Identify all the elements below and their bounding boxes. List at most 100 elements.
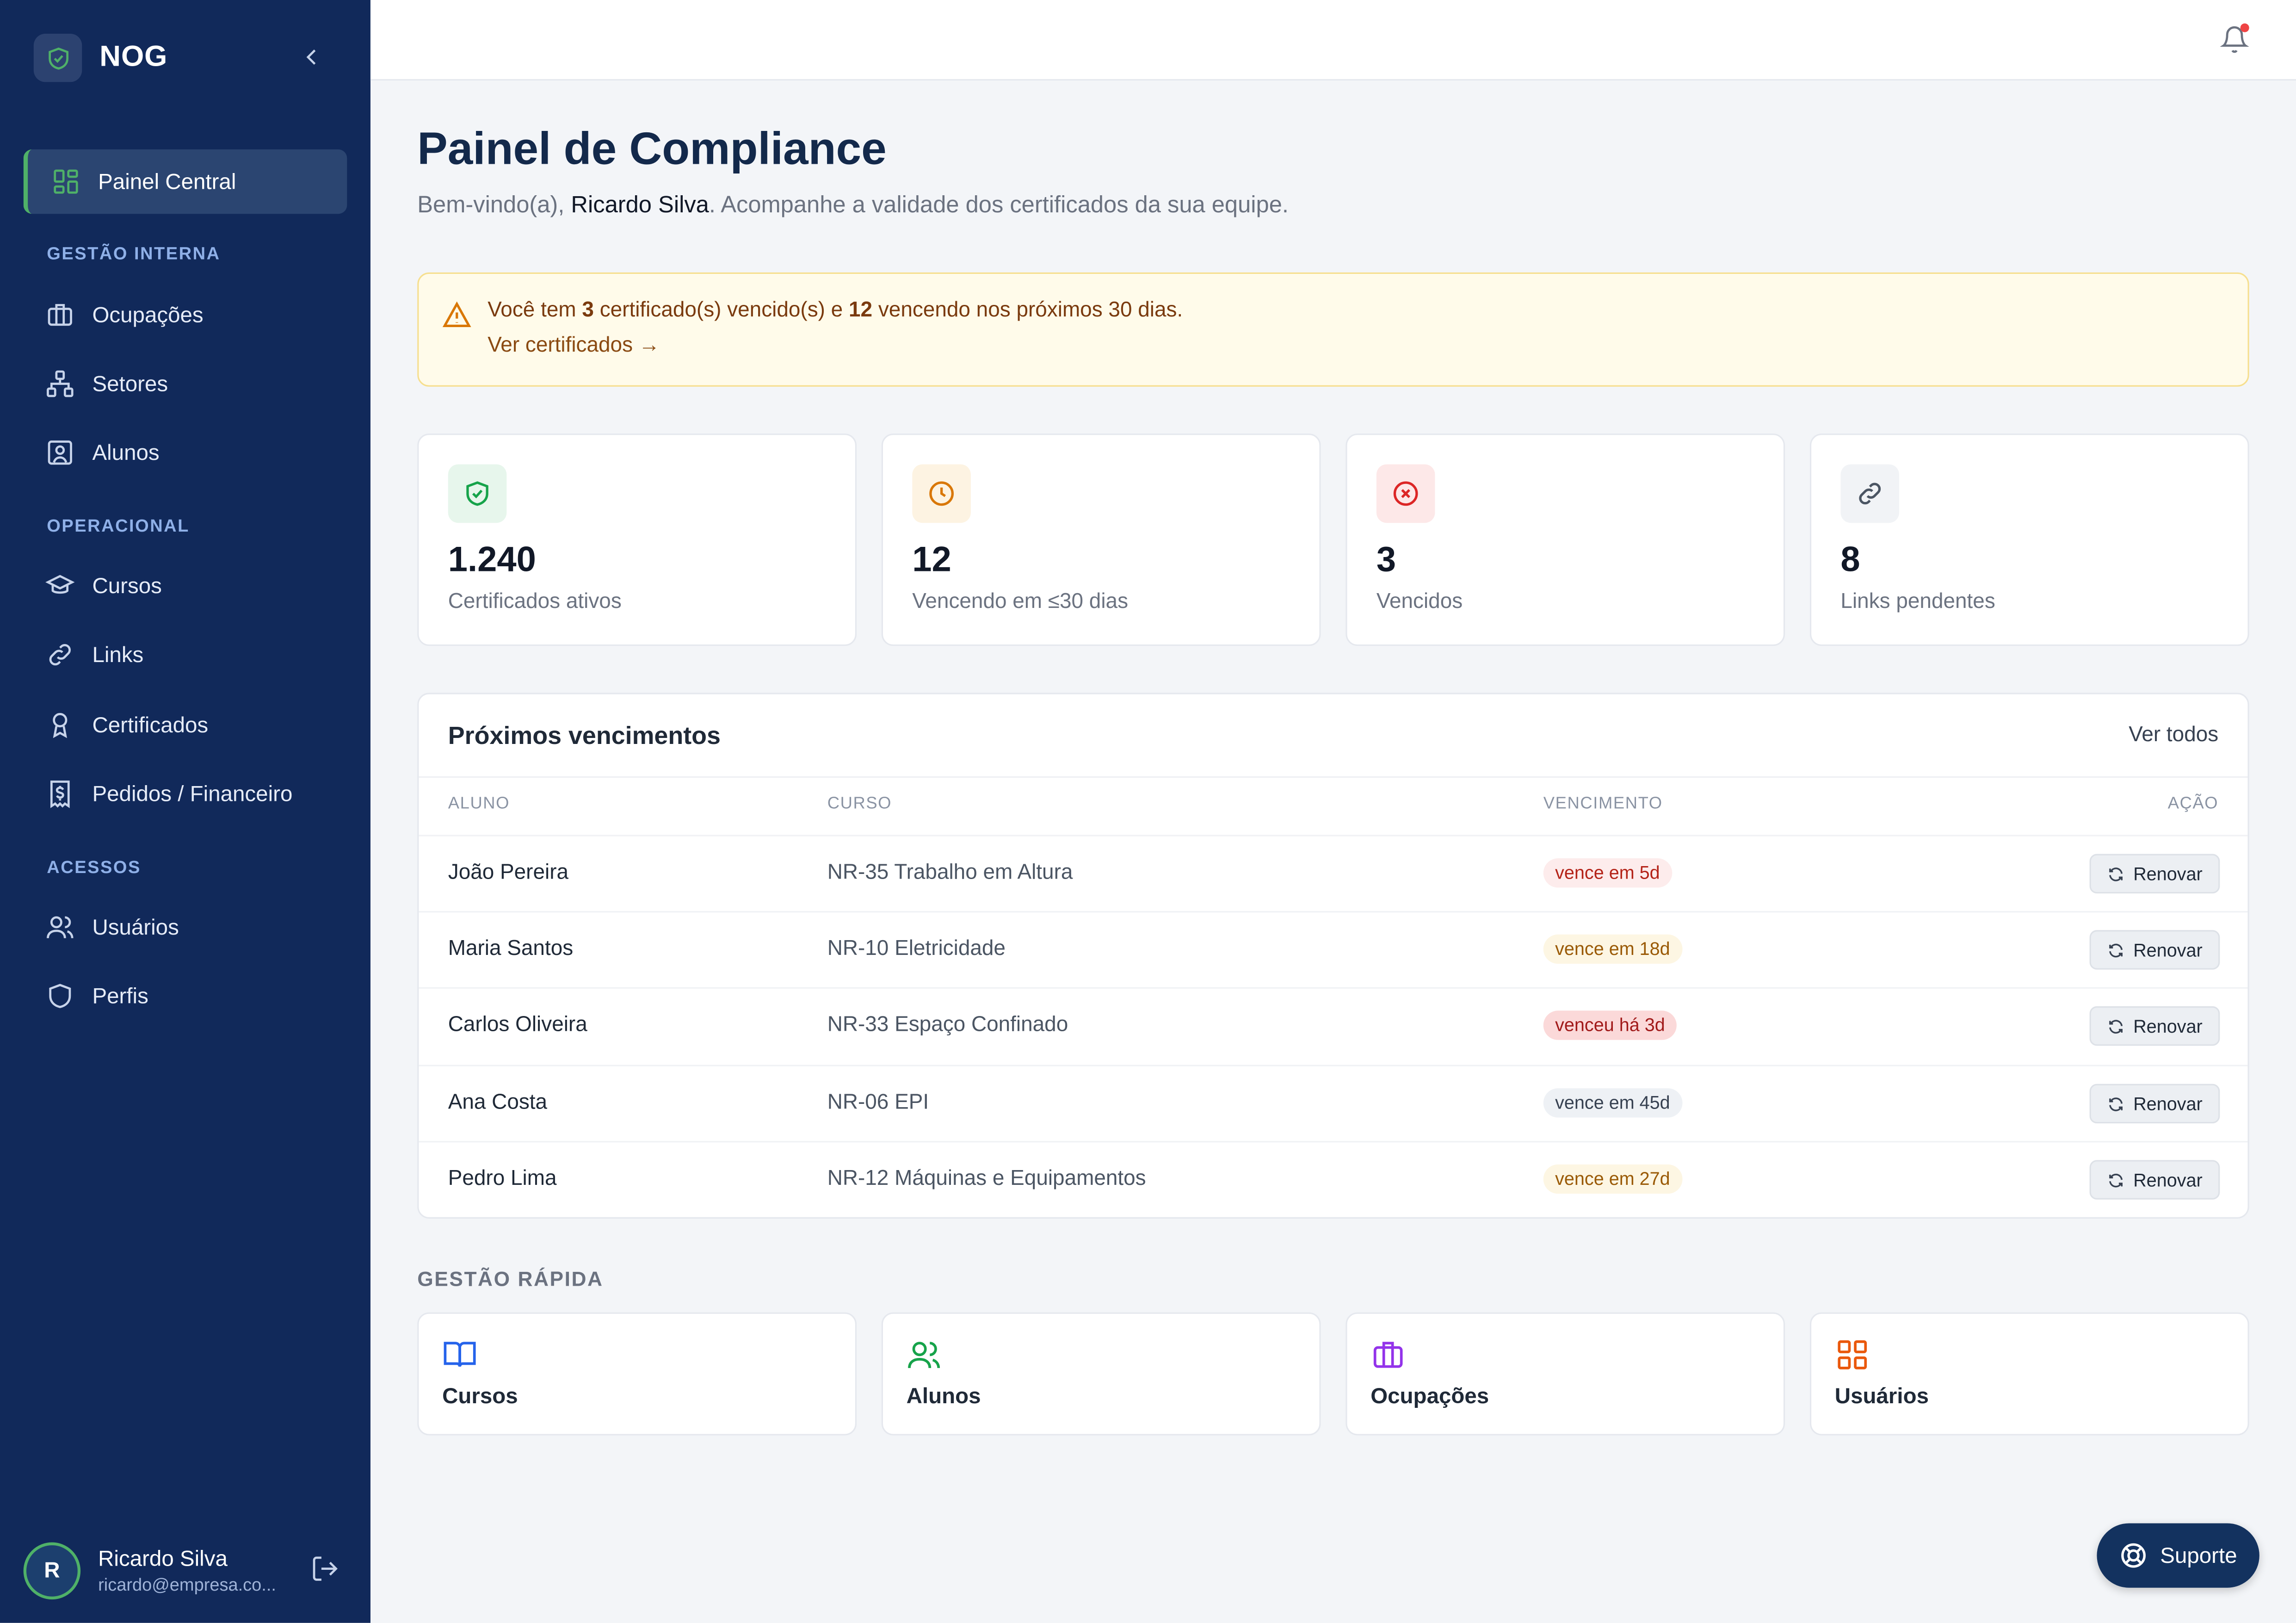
sidebar-item-label: Perfis	[92, 983, 148, 1009]
user-email: ricardo@empresa.co...	[98, 1573, 276, 1594]
link-icon	[1840, 464, 1900, 523]
shield-check-icon	[448, 464, 507, 523]
users-icon	[47, 916, 74, 938]
renew-label: Renovar	[2133, 863, 2203, 884]
renew-label: Renovar	[2133, 939, 2203, 960]
renew-label: Renovar	[2133, 1016, 2203, 1036]
table-title: Próximos vencimentos	[448, 722, 721, 750]
sidebar-item-pedidos-financeiro[interactable]: Pedidos / Financeiro	[45, 776, 292, 812]
shield-logo-icon	[33, 33, 82, 82]
stat-value: 1.240	[448, 540, 536, 580]
table-row: Maria Santos NR-10 Eletricidade vence em…	[419, 911, 2248, 987]
sidebar: NOG Painel Central GESTÃO INTERNA Ocupaç…	[0, 0, 370, 1623]
column-header-student: ALUNO	[448, 795, 510, 813]
due-badge: vence em 5d	[1543, 858, 1672, 888]
hierarchy-icon	[47, 370, 74, 397]
briefcase-icon	[1370, 1337, 1406, 1380]
sidebar-item-label: Cursos	[92, 573, 162, 599]
quick-card-alunos[interactable]: Alunos	[881, 1312, 1321, 1436]
x-circle-icon	[1376, 464, 1435, 523]
sidebar-item-perfis[interactable]: Perfis	[45, 979, 148, 1014]
shield-icon	[49, 984, 71, 1008]
user-name: Ricardo Silva	[98, 1546, 228, 1571]
student-name: Carlos Oliveira	[448, 1013, 587, 1037]
dashboard-icon	[54, 169, 78, 194]
stat-card-expiring: 12 Vencendo em ≤30 dias	[881, 434, 1321, 646]
column-header-course: CURSO	[827, 795, 892, 813]
sidebar-item-alunos[interactable]: Alunos	[45, 435, 160, 470]
brand[interactable]: NOG	[33, 33, 168, 82]
alert-suffix: vencendo nos próximos 30 dias.	[872, 298, 1183, 322]
renew-button[interactable]: Renovar	[2089, 930, 2220, 970]
clock-icon	[912, 464, 971, 523]
sidebar-item-usuarios[interactable]: Usuários	[45, 910, 179, 945]
course-name: NR-33 Espaço Confinado	[827, 1013, 1068, 1037]
quick-card-usuarios[interactable]: Usuários	[1809, 1312, 2249, 1436]
renew-button[interactable]: Renovar	[2089, 1084, 2220, 1124]
sidebar-item-painel-central[interactable]: Painel Central	[23, 149, 347, 214]
student-name: Pedro Lima	[448, 1167, 557, 1191]
stat-card-pending-links: 8 Links pendentes	[1809, 434, 2249, 646]
sidebar-item-label: Certificados	[92, 712, 209, 737]
sidebar-item-label: Ocupações	[92, 302, 204, 328]
notifications-button[interactable]	[2220, 24, 2249, 63]
users-icon	[907, 1337, 942, 1380]
section-title-acessos: ACESSOS	[47, 857, 141, 878]
refresh-icon	[2109, 1173, 2123, 1187]
quick-card-label: Cursos	[442, 1384, 518, 1409]
welcome-suffix: . Acompanhe a validade dos certificados …	[709, 193, 1289, 218]
view-certificates-link[interactable]: Ver certificados →	[488, 334, 660, 358]
refresh-icon	[2109, 867, 2123, 881]
renew-button[interactable]: Renovar	[2089, 854, 2220, 894]
logout-icon	[313, 1556, 338, 1581]
sidebar-item-label: Usuários	[92, 915, 179, 940]
topbar	[370, 0, 2296, 81]
notification-dot	[2240, 23, 2249, 32]
grid-icon	[1835, 1337, 1870, 1380]
collapse-sidebar-button[interactable]	[296, 41, 328, 74]
course-name: NR-12 Máquinas e Equipamentos	[827, 1167, 1146, 1191]
section-title-gestao-interna: GESTÃO INTERNA	[47, 243, 221, 264]
sidebar-item-label: Alunos	[92, 440, 160, 465]
sidebar-item-label: Pedidos / Financeiro	[92, 781, 293, 806]
user-info: Ricardo Silva ricardo@empresa.co...	[98, 1546, 276, 1594]
welcome-user-name: Ricardo Silva	[571, 193, 709, 218]
chevron-left-icon	[306, 50, 316, 65]
due-badge: vence em 18d	[1543, 934, 1682, 964]
renew-button[interactable]: Renovar	[2089, 1006, 2220, 1046]
table-row: João Pereira NR-35 Trabalho em Altura ve…	[419, 835, 2248, 911]
refresh-icon	[2109, 943, 2123, 957]
quick-card-ocupacoes[interactable]: Ocupações	[1346, 1312, 1785, 1436]
sidebar-item-links[interactable]: Links	[45, 637, 143, 672]
sidebar-item-cursos[interactable]: Cursos	[45, 568, 162, 603]
stat-card-active: 1.240 Certificados ativos	[417, 434, 857, 646]
view-all-link[interactable]: Ver todos	[2129, 723, 2219, 747]
stat-label: Certificados ativos	[448, 590, 622, 614]
table-row: Pedro Lima NR-12 Máquinas e Equipamentos…	[419, 1141, 2248, 1217]
due-badge: venceu há 3d	[1543, 1010, 1677, 1040]
alert-middle: certificado(s) vencido(s) e	[593, 298, 849, 322]
logout-button[interactable]	[310, 1554, 339, 1591]
alert-message: Você tem 3 certificado(s) vencido(s) e 1…	[488, 299, 1183, 322]
stat-value: 8	[1840, 540, 1860, 580]
section-title-operacional: OPERACIONAL	[47, 515, 190, 536]
warning-icon	[442, 300, 471, 337]
renew-button[interactable]: Renovar	[2089, 1160, 2220, 1200]
support-button[interactable]: Suporte	[2097, 1523, 2259, 1588]
lifebuoy-icon	[2121, 1543, 2146, 1568]
contact-icon	[48, 440, 72, 465]
graduation-cap-icon	[45, 575, 75, 594]
course-name: NR-06 EPI	[827, 1091, 929, 1115]
sidebar-item-certificados[interactable]: Certificados	[45, 707, 208, 743]
sidebar-item-setores[interactable]: Setores	[45, 366, 168, 401]
award-icon	[53, 712, 68, 738]
due-badge: vence em 45d	[1543, 1088, 1682, 1118]
upcoming-expirations-table: Próximos vencimentos Ver todos ALUNO CUR…	[417, 693, 2249, 1219]
quick-card-cursos[interactable]: Cursos	[417, 1312, 857, 1436]
quick-card-label: Usuários	[1834, 1384, 1929, 1409]
user-profile[interactable]: R Ricardo Silva ricardo@empresa.co...	[23, 1539, 347, 1601]
refresh-icon	[2109, 1096, 2123, 1111]
bell-icon	[2220, 26, 2249, 53]
stat-value: 3	[1376, 540, 1396, 580]
sidebar-item-ocupacoes[interactable]: Ocupações	[45, 297, 204, 333]
